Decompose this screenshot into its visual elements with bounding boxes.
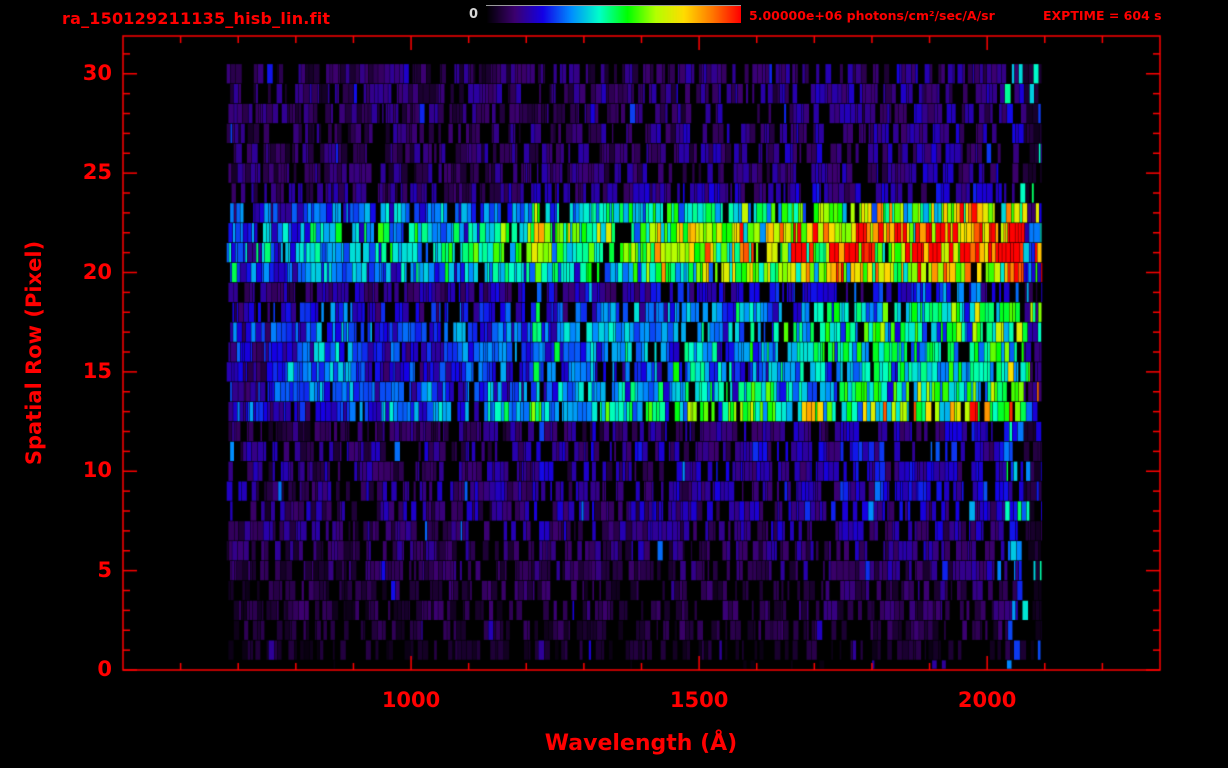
x-tick-label: 1000 xyxy=(381,688,441,712)
x-axis-title: Wavelength (Å) xyxy=(544,731,738,756)
y-tick-label: 0 xyxy=(97,657,112,681)
colorbar-min-label: 0 xyxy=(468,7,478,22)
y-tick-label: 5 xyxy=(97,557,112,582)
y-tick-label: 10 xyxy=(82,458,112,483)
y-tick-label: 25 xyxy=(82,160,112,185)
colorbar xyxy=(486,5,741,23)
y-axis-title: Spatial Row (Pixel) xyxy=(22,240,46,466)
colorbar-max-label: 5.00000e+06 photons/cm²/sec/A/sr xyxy=(749,8,995,23)
x-tick-label: 1500 xyxy=(669,688,729,712)
y-tick-label: 30 xyxy=(82,60,112,85)
file-title: ra_150129211135_hisb_lin.fit xyxy=(62,9,331,28)
y-tick-label: 20 xyxy=(82,259,112,284)
exptime-label: EXPTIME = 604 s xyxy=(1043,8,1162,23)
y-tick-label: 15 xyxy=(82,358,112,383)
x-tick-label: 2000 xyxy=(957,688,1017,712)
